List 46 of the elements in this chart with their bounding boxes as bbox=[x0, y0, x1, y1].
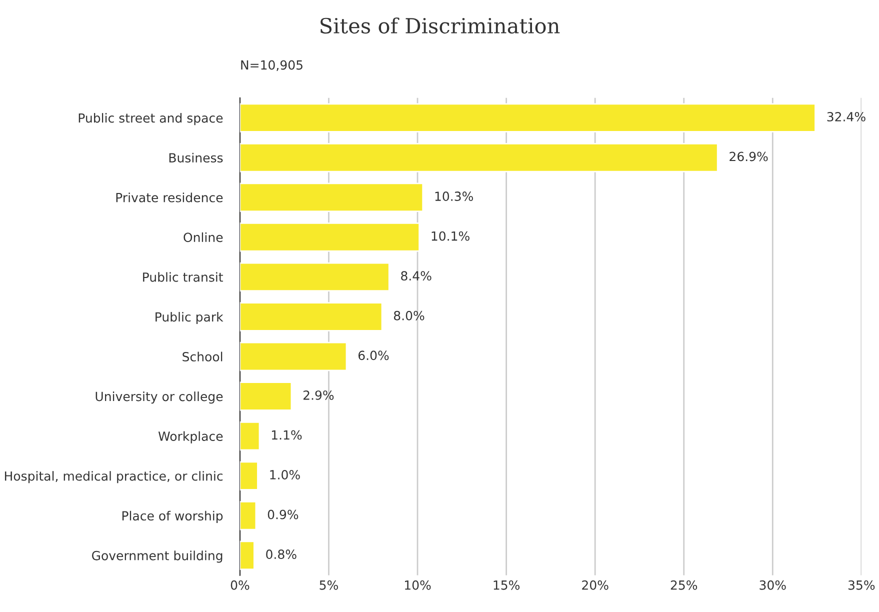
y-tick-label: Place of worship bbox=[122, 510, 223, 523]
bar bbox=[240, 103, 816, 132]
data-label: 26.9% bbox=[730, 152, 768, 162]
bar bbox=[240, 342, 348, 372]
y-tick-label: Public transit bbox=[143, 272, 224, 282]
data-label: 8.4% bbox=[401, 271, 432, 281]
bar bbox=[240, 540, 255, 570]
x-tick-label: 20% bbox=[582, 580, 608, 590]
x-tick-label: 5% bbox=[320, 580, 338, 590]
y-tick-label: Government building bbox=[92, 550, 222, 563]
y-tick-label: Private residence bbox=[116, 192, 223, 202]
y-tick-label: Business bbox=[169, 152, 223, 163]
bar bbox=[240, 142, 718, 172]
data-label: 1.1% bbox=[272, 430, 302, 440]
x-tick-label: 30% bbox=[760, 580, 786, 590]
bar bbox=[240, 262, 390, 292]
data-label: 10.3% bbox=[435, 192, 473, 201]
y-tick-label: University or college bbox=[96, 392, 223, 404]
bar bbox=[240, 461, 258, 490]
text: N=10,905 bbox=[241, 60, 302, 71]
x-tick-label: 0% bbox=[230, 580, 250, 590]
data-label: 10.1% bbox=[432, 231, 470, 241]
y-tick-label: Public street and space bbox=[78, 113, 223, 126]
data-label: 1.0% bbox=[270, 470, 300, 480]
x-tick-label: 10% bbox=[405, 580, 431, 590]
y-tick-label: School bbox=[182, 352, 222, 362]
chart-title: Sites of Discrimination bbox=[320, 17, 560, 34]
data-label: 0.8% bbox=[266, 550, 296, 560]
data-label: 32.4% bbox=[827, 112, 866, 122]
bar bbox=[240, 302, 383, 332]
data-label: 8.0% bbox=[394, 310, 424, 320]
bar bbox=[240, 421, 260, 451]
y-tick-label: Workplace bbox=[158, 431, 223, 444]
data-label: 2.9% bbox=[303, 390, 334, 400]
y-tick-label: Public park bbox=[156, 312, 224, 324]
bar bbox=[240, 382, 292, 411]
bar bbox=[240, 222, 420, 252]
data-label: 6.0% bbox=[358, 350, 389, 360]
data-label: 0.9% bbox=[268, 510, 298, 520]
x-tick-label: 25% bbox=[670, 580, 698, 590]
y-tick-label: Online bbox=[184, 232, 223, 242]
x-tick-label: 35% bbox=[848, 580, 875, 590]
bar bbox=[240, 182, 424, 212]
y-tick-label: Hospital, medical practice, or clinic bbox=[4, 471, 223, 484]
x-tick-label: 15% bbox=[494, 580, 520, 590]
bar bbox=[240, 500, 257, 530]
